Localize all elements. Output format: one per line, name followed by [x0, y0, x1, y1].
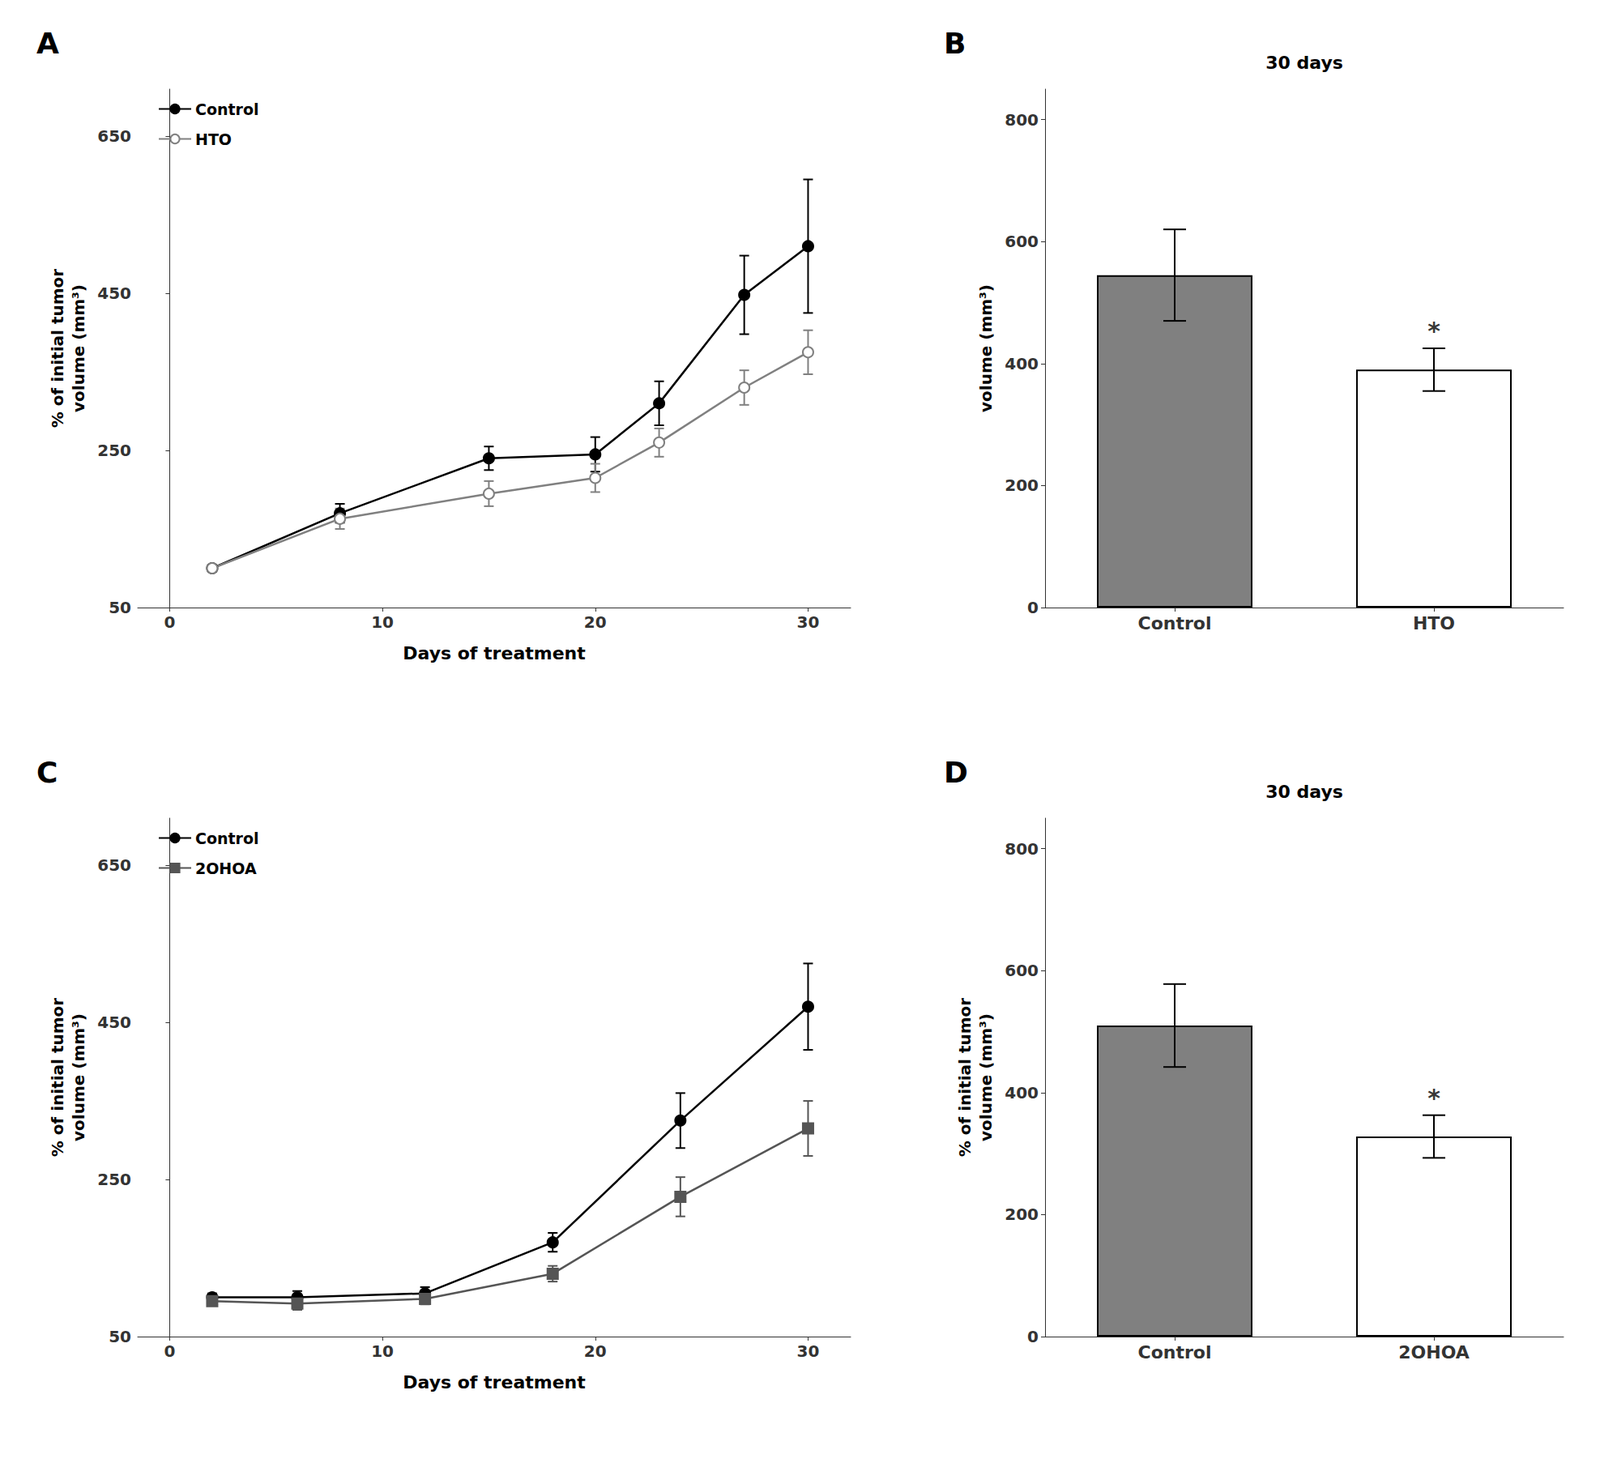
svg-text:50: 50	[108, 1326, 132, 1347]
svg-text:*: *	[1427, 1083, 1441, 1113]
svg-text:% of initial tumor: % of initial tumor	[47, 998, 68, 1157]
svg-text:A: A	[36, 26, 60, 60]
svg-text:600: 600	[1004, 960, 1039, 981]
svg-text:250: 250	[97, 440, 132, 461]
svg-text:20: 20	[584, 612, 607, 632]
svg-text:650: 650	[97, 855, 132, 875]
svg-text:Control: Control	[1138, 1342, 1212, 1363]
svg-text:Control: Control	[1138, 613, 1212, 634]
svg-text:HTO: HTO	[195, 130, 232, 149]
svg-text:30: 30	[797, 612, 820, 632]
svg-text:10: 10	[371, 612, 394, 632]
svg-text:200: 200	[1004, 475, 1039, 495]
svg-text:250: 250	[97, 1169, 132, 1190]
svg-text:30 days: 30 days	[1265, 52, 1344, 73]
svg-text:C: C	[36, 755, 58, 790]
svg-text:Days of treatment: Days of treatment	[402, 643, 586, 664]
svg-text:volume (mm³): volume (mm³)	[976, 284, 996, 413]
svg-text:50: 50	[108, 597, 132, 618]
svg-text:2OHOA: 2OHOA	[1398, 1342, 1470, 1363]
svg-text:450: 450	[97, 1012, 132, 1033]
svg-text:450: 450	[97, 283, 132, 303]
svg-text:10: 10	[371, 1341, 394, 1362]
svg-text:volume (mm³): volume (mm³)	[68, 284, 89, 413]
svg-text:Days of treatment: Days of treatment	[402, 1372, 586, 1393]
svg-text:0: 0	[1027, 597, 1039, 618]
svg-text:0: 0	[163, 612, 175, 632]
svg-text:2OHOA: 2OHOA	[195, 859, 257, 878]
svg-text:HTO: HTO	[1412, 613, 1455, 634]
svg-text:B: B	[943, 26, 966, 60]
svg-text:*: *	[1427, 316, 1441, 346]
svg-text:650: 650	[97, 126, 132, 146]
svg-text:0: 0	[163, 1341, 175, 1362]
svg-text:volume (mm³): volume (mm³)	[976, 1013, 996, 1142]
svg-text:% of initial tumor: % of initial tumor	[955, 998, 975, 1157]
svg-text:D: D	[943, 755, 969, 790]
svg-text:Control: Control	[195, 100, 260, 119]
svg-text:20: 20	[584, 1341, 607, 1362]
svg-text:800: 800	[1004, 839, 1039, 859]
svg-text:30 days: 30 days	[1265, 781, 1344, 803]
svg-text:Control: Control	[195, 829, 260, 848]
svg-text:200: 200	[1004, 1204, 1039, 1225]
svg-text:volume (mm³): volume (mm³)	[68, 1013, 89, 1142]
svg-text:400: 400	[1004, 354, 1039, 374]
svg-text:800: 800	[1004, 110, 1039, 130]
svg-text:0: 0	[1027, 1326, 1039, 1347]
svg-text:% of initial tumor: % of initial tumor	[47, 268, 68, 428]
svg-text:600: 600	[1004, 231, 1039, 252]
svg-text:400: 400	[1004, 1083, 1039, 1103]
svg-text:30: 30	[797, 1341, 820, 1362]
